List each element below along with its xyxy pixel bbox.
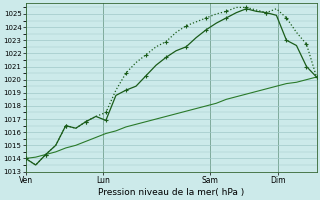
X-axis label: Pression niveau de la mer( hPa ): Pression niveau de la mer( hPa ) — [98, 188, 244, 197]
